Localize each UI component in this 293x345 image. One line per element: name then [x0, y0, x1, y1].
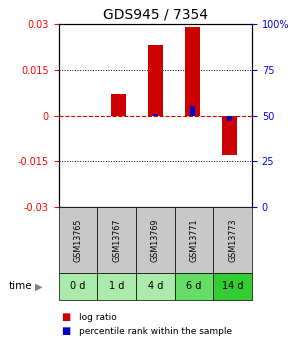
Text: 0 d: 0 d	[70, 282, 86, 291]
Bar	[222, 116, 237, 155]
Text: GSM13773: GSM13773	[228, 218, 237, 262]
Text: GSM13767: GSM13767	[112, 218, 121, 262]
Text: GSM13769: GSM13769	[151, 218, 160, 262]
Bar	[148, 46, 163, 116]
Text: ■: ■	[62, 313, 71, 322]
Text: GSM13771: GSM13771	[190, 218, 198, 262]
Text: GSM13765: GSM13765	[74, 218, 82, 262]
Text: 1 d: 1 d	[109, 282, 124, 291]
Text: time: time	[9, 282, 33, 291]
Text: 4 d: 4 d	[148, 282, 163, 291]
Text: 14 d: 14 d	[222, 282, 243, 291]
Bar	[111, 94, 125, 116]
Bar	[190, 106, 195, 116]
Text: ▶: ▶	[35, 282, 43, 291]
Bar	[185, 27, 200, 116]
Text: ■: ■	[62, 326, 71, 336]
Bar	[153, 114, 158, 116]
Bar	[227, 116, 232, 121]
Text: 6 d: 6 d	[186, 282, 202, 291]
Text: percentile rank within the sample: percentile rank within the sample	[79, 327, 232, 336]
Title: GDS945 / 7354: GDS945 / 7354	[103, 8, 208, 22]
Text: log ratio: log ratio	[79, 313, 117, 322]
